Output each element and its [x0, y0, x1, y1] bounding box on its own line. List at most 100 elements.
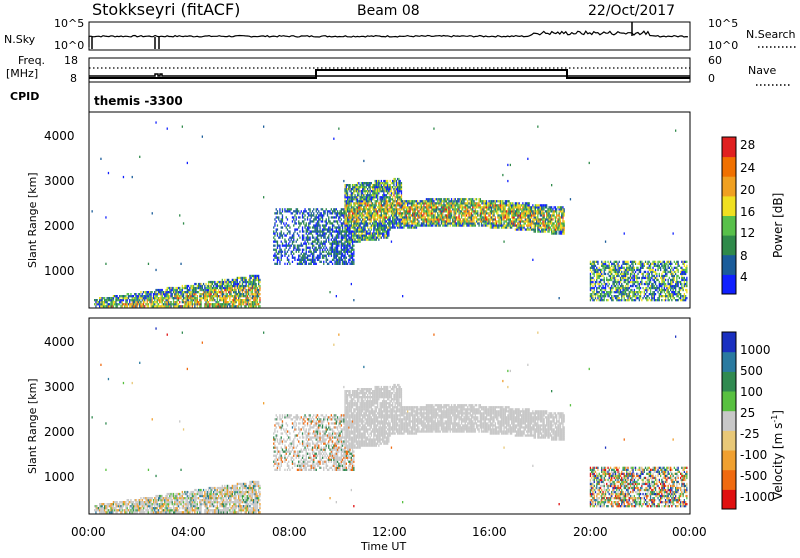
power-echo-cell [286, 253, 287, 255]
power-echo-cell [390, 206, 391, 208]
power-echo-cell [318, 241, 319, 243]
power-echo-cell [401, 196, 402, 198]
power-echo-cell [173, 301, 174, 303]
power-echo-cell [356, 210, 357, 212]
power-echo-cell [377, 214, 378, 216]
power-echo-cell [197, 305, 198, 307]
power-echo-cell [508, 200, 509, 202]
power-echo-cell [274, 253, 275, 255]
power-echo-cell [160, 295, 161, 297]
power-echo-cell [387, 186, 388, 188]
power-echo-cell [232, 303, 233, 305]
power-echo-cell [500, 202, 501, 204]
power-echo-cell [522, 204, 523, 206]
power-echo-cell [487, 204, 488, 206]
power-echo-cell [182, 295, 183, 297]
power-echo-cell [541, 214, 542, 216]
power-echo-cell [293, 224, 294, 226]
power-echo-cell [323, 212, 324, 214]
power-echo-cell [205, 297, 206, 299]
power-echo-cell [407, 208, 408, 210]
power-echo-cell [527, 214, 528, 216]
power-echo-cell [368, 210, 369, 212]
power-echo-cell [438, 222, 439, 224]
power-echo-cell [224, 299, 225, 301]
power-echo-cell [274, 232, 275, 234]
power-echo-cell [401, 190, 402, 192]
power-echo-cell [431, 198, 432, 200]
power-echo-cell [483, 220, 484, 222]
power-echo-cell [546, 228, 547, 230]
power-echo-cell [370, 204, 371, 206]
power-echo-cell [149, 299, 150, 301]
power-echo-cell [448, 208, 449, 210]
power-echo-cell [331, 222, 332, 224]
power-echo-cell [356, 220, 357, 222]
power-echo-cell [472, 200, 473, 202]
power-echo-cell [517, 224, 518, 226]
power-echo-cell [252, 293, 253, 295]
power-echo-cell [408, 214, 409, 216]
power-echo-cell [324, 241, 325, 243]
power-echo-cell [356, 234, 357, 236]
power-echo-cell [452, 224, 453, 226]
power-echo-cell [385, 188, 386, 190]
nave-tick-high: 60 [708, 54, 722, 67]
power-echo-cell [276, 249, 277, 251]
power-echo-cell [313, 251, 314, 253]
power-echo-cell [544, 218, 545, 220]
power-echo-cell [544, 216, 545, 218]
power-echo-cell [343, 251, 344, 253]
power-echo-cell [288, 230, 289, 232]
power-echo-cell [403, 220, 404, 222]
power-echo-cell [356, 202, 357, 204]
power-echo-cell [365, 200, 366, 202]
power-echo-cell [383, 188, 384, 190]
power-echo-cell [589, 162, 590, 164]
power-echo-cell [306, 232, 307, 234]
power-echo-cell [530, 212, 531, 214]
power-echo-cell [154, 293, 155, 295]
power-echo-cell [388, 216, 389, 218]
power-echo-cell [372, 202, 373, 204]
power-echo-cell [544, 224, 545, 226]
power-echo-cell [298, 263, 299, 265]
power-echo-cell [361, 194, 362, 196]
power-echo-cell [360, 218, 361, 220]
power-echo-cell [506, 210, 507, 212]
power-echo-cell [332, 249, 333, 251]
power-echo-cell [547, 224, 548, 226]
power-echo-cell [381, 216, 382, 218]
power-echo-cell [124, 305, 125, 307]
power-echo-cell [336, 263, 337, 265]
power-echo-cell [401, 212, 402, 214]
power-echo-cell [506, 204, 507, 206]
power-echo-cell [512, 222, 513, 224]
power-echo-cell [104, 303, 105, 305]
power-echo-cell [610, 275, 611, 277]
power-echo-cell [539, 204, 540, 206]
power-echo-cell [344, 226, 345, 228]
power-echo-cell [456, 216, 457, 218]
power-echo-cell [515, 210, 516, 212]
power-echo-cell [386, 194, 387, 196]
power-echo-cell [456, 210, 457, 212]
power-echo-cell [375, 222, 376, 224]
power-echo-cell [485, 204, 486, 206]
power-echo-cell [524, 214, 525, 216]
power-echo-cell [615, 265, 616, 267]
power-echo-cell [247, 295, 248, 297]
power-echo-cell [253, 301, 254, 303]
power-echo-cell [362, 192, 363, 194]
power-echo-cell [550, 206, 551, 208]
power-echo-cell [534, 210, 535, 212]
power-echo-cell [122, 305, 123, 307]
power-echo-cell [461, 220, 462, 222]
power-echo-cell [183, 287, 184, 289]
power-echo-cell [505, 216, 506, 218]
power-echo-cell [127, 297, 128, 299]
power-echo-cell [343, 220, 344, 222]
power-echo-cell [482, 212, 483, 214]
power-echo-cell [506, 212, 507, 214]
power-echo-cell [297, 245, 298, 247]
